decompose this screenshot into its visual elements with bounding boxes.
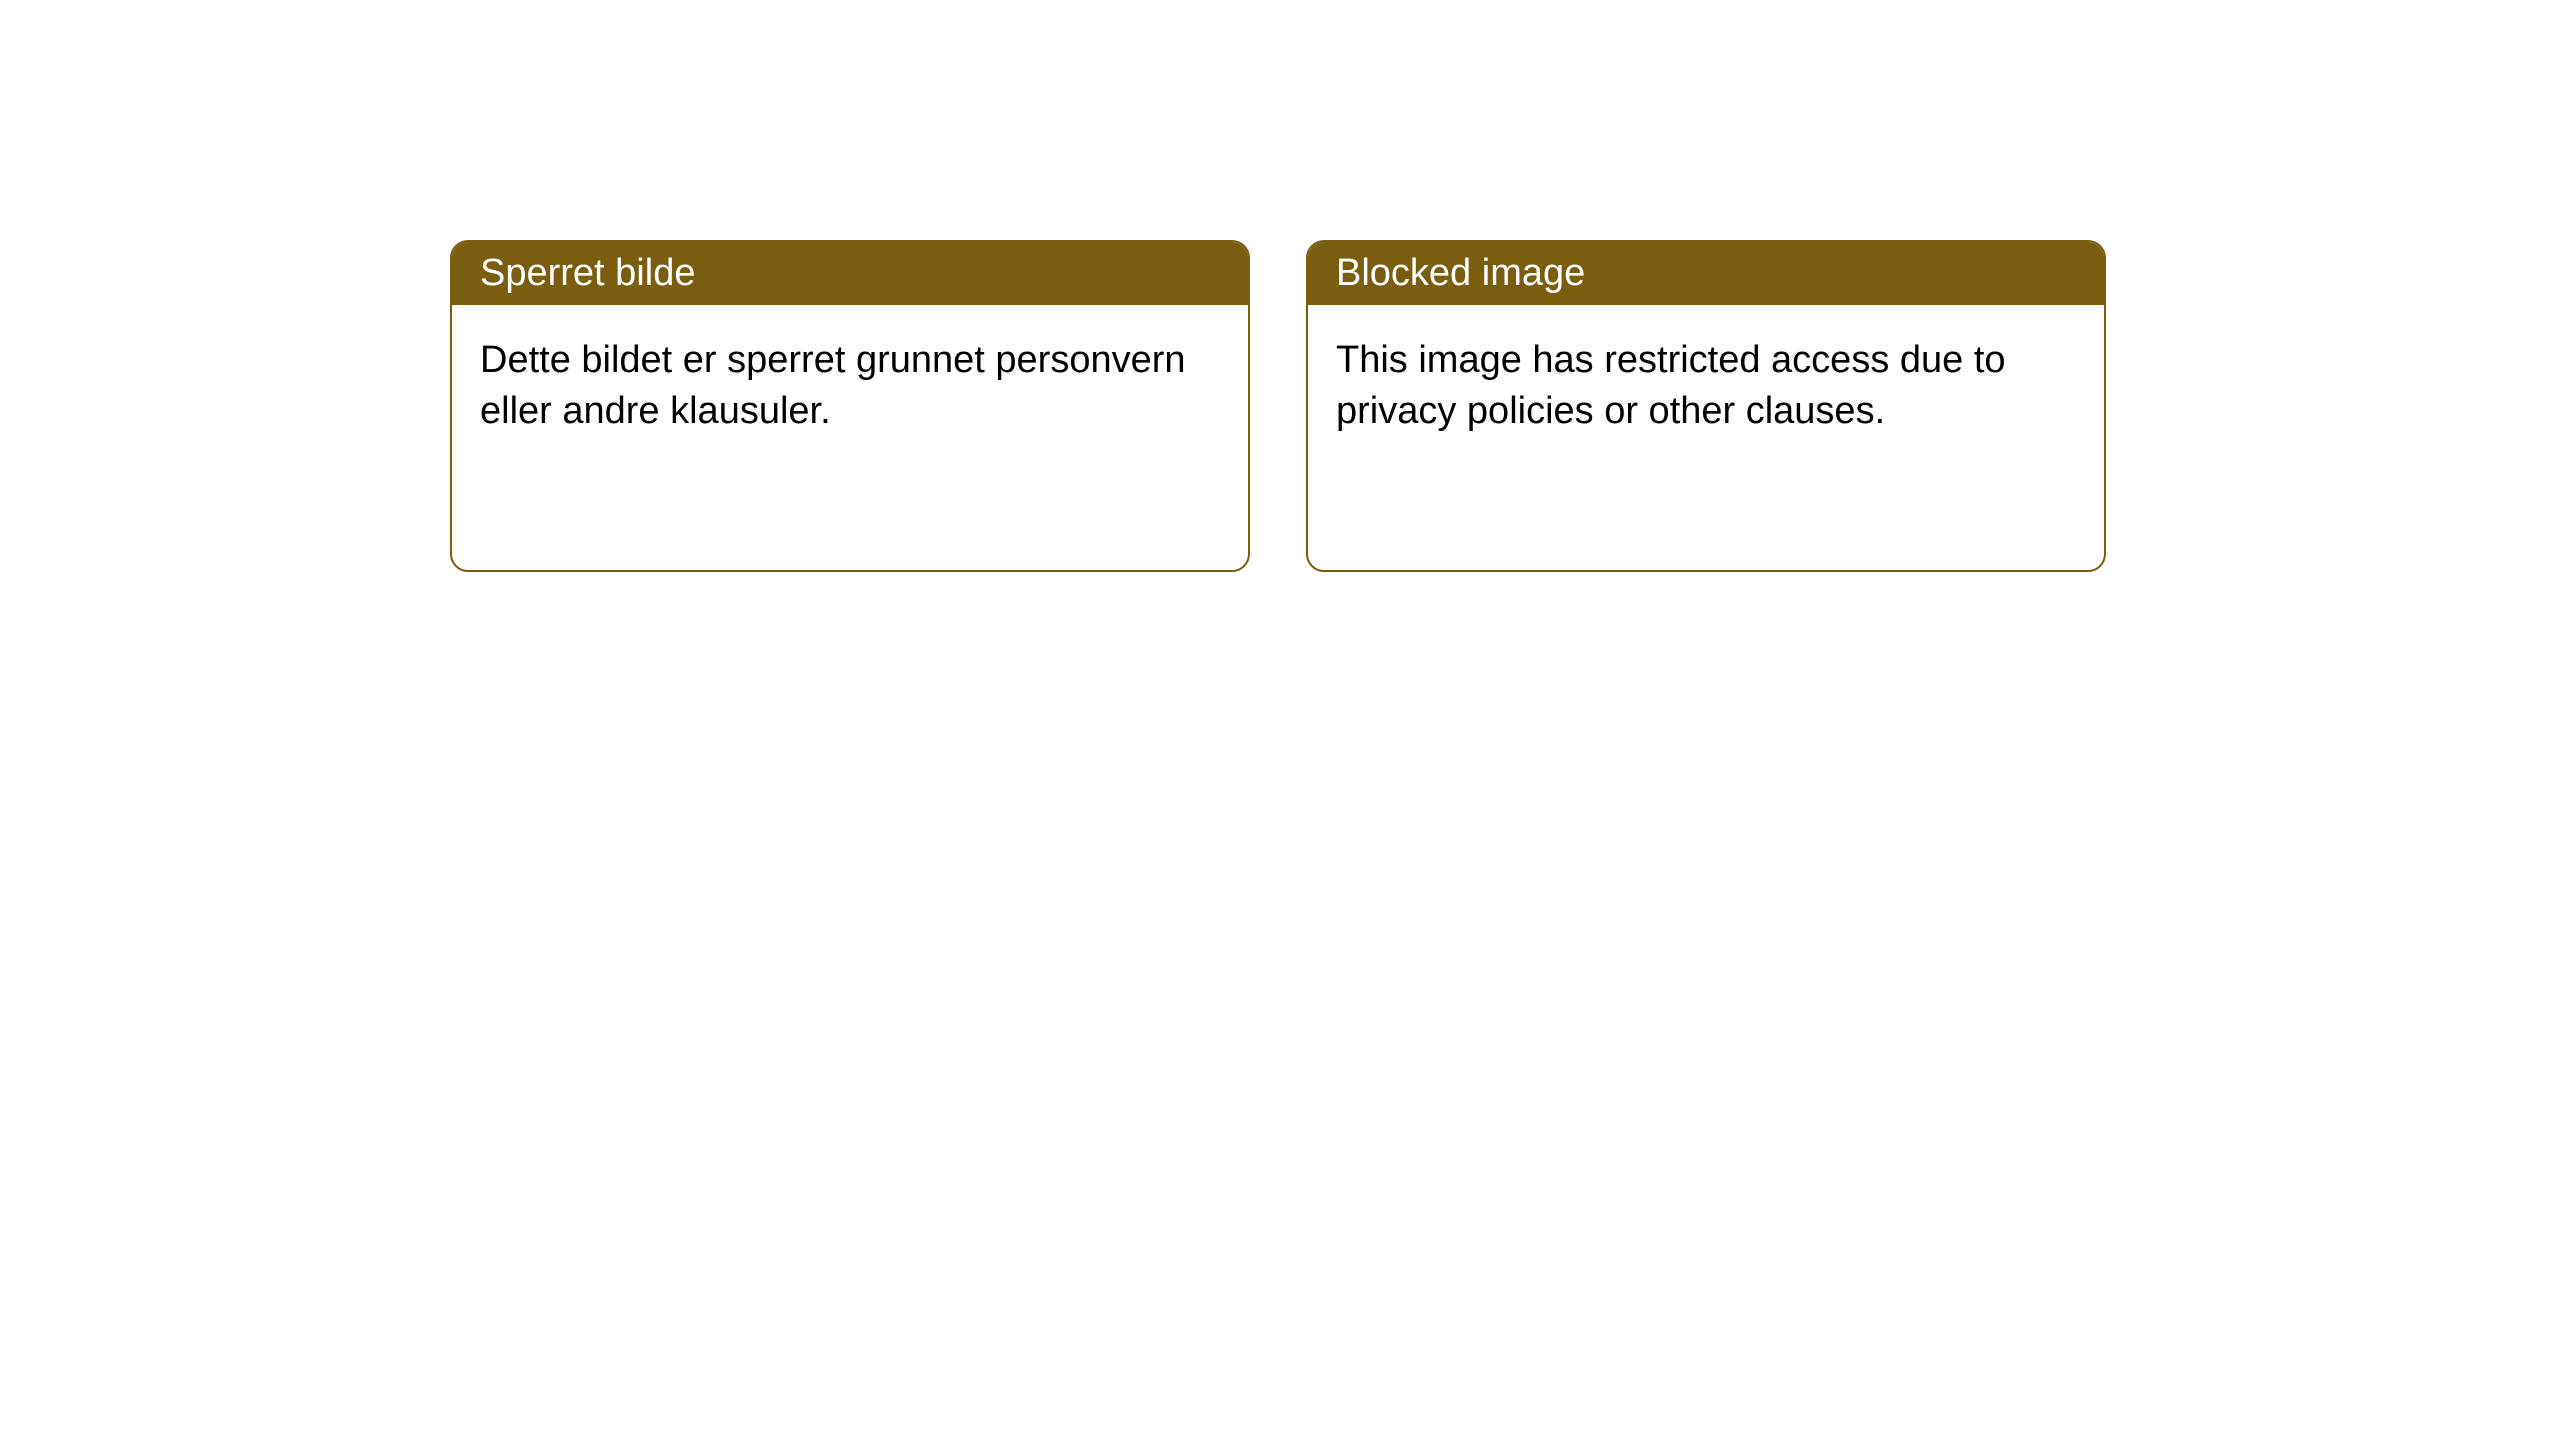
card-body-text: This image has restricted access due to … [1336, 339, 2006, 432]
card-container: Sperret bilde Dette bildet er sperret gr… [0, 0, 2560, 572]
card-body: This image has restricted access due to … [1308, 305, 2104, 468]
card-title: Sperret bilde [480, 252, 695, 294]
blocked-image-card-en: Blocked image This image has restricted … [1306, 240, 2106, 572]
card-header: Blocked image [1308, 242, 2104, 305]
card-body: Dette bildet er sperret grunnet personve… [452, 305, 1248, 468]
blocked-image-card-no: Sperret bilde Dette bildet er sperret gr… [450, 240, 1250, 572]
card-title: Blocked image [1336, 252, 1585, 294]
card-header: Sperret bilde [452, 242, 1248, 305]
card-body-text: Dette bildet er sperret grunnet personve… [480, 339, 1186, 432]
